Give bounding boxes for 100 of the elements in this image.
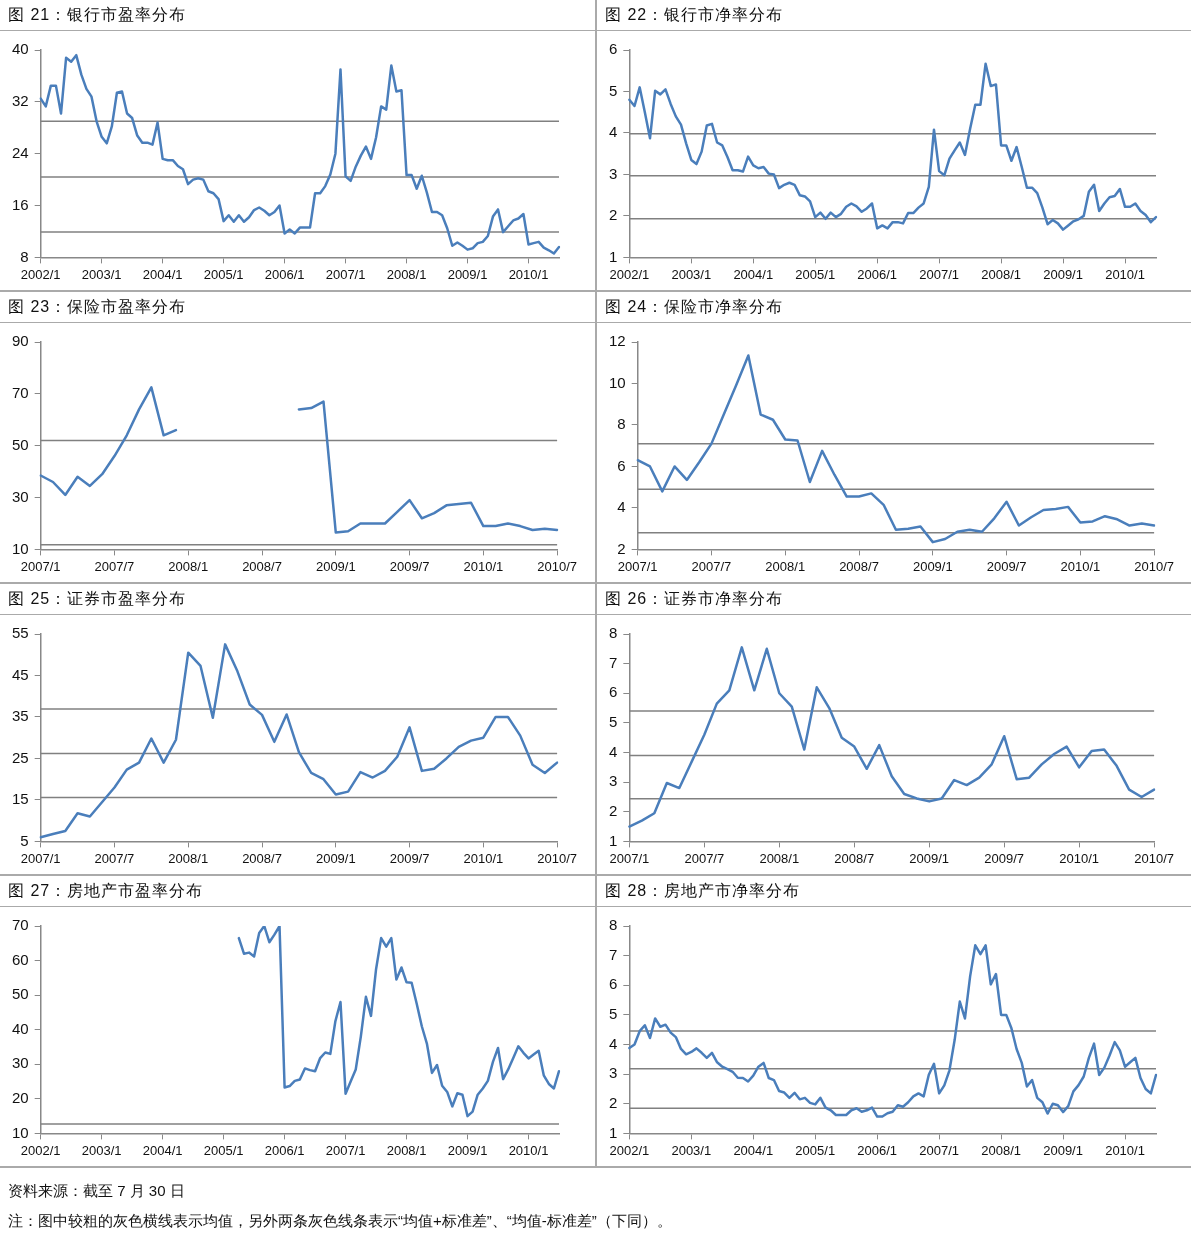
x-tick-label: 2009/7 <box>986 558 1027 574</box>
y-tick-label: 4 <box>609 742 618 760</box>
y-tick-label: 70 <box>12 383 29 401</box>
x-tick-label: 2008/1 <box>386 1142 427 1158</box>
x-tick-label: 2009/1 <box>315 558 356 574</box>
x-tick-label: 2008/7 <box>834 850 875 866</box>
x-tick-label: 2008/1 <box>386 266 427 282</box>
x-tick-label: 2010/7 <box>1134 558 1174 574</box>
x-tick-label: 2008/1 <box>981 266 1021 282</box>
y-tick-label: 2 <box>609 206 618 224</box>
y-tick-label: 4 <box>617 498 626 516</box>
y-tick-label: 35 <box>12 707 29 725</box>
x-tick-label: 2005/1 <box>795 1142 836 1158</box>
x-tick-label: 2009/1 <box>447 266 488 282</box>
x-tick-label: 2007/1 <box>919 1142 960 1158</box>
x-tick-label: 2010/7 <box>1134 850 1174 866</box>
x-tick-label: 2004/1 <box>142 266 183 282</box>
y-tick-label: 40 <box>12 40 29 58</box>
chart-title: 图 26：证券市净率分布 <box>597 584 1191 615</box>
x-tick-label: 2010/1 <box>463 558 504 574</box>
y-tick-label: 7 <box>609 653 618 671</box>
y-tick-label: 55 <box>12 624 29 642</box>
y-tick-label: 10 <box>609 373 626 391</box>
chart-title: 图 24：保险市净率分布 <box>597 292 1191 323</box>
x-tick-label: 2008/1 <box>168 558 209 574</box>
y-tick-label: 2 <box>609 1093 618 1111</box>
x-tick-label: 2003/1 <box>81 1142 122 1158</box>
x-tick-label: 2002/1 <box>609 1142 650 1158</box>
y-tick-label: 1 <box>609 1123 618 1141</box>
x-tick-label: 2010/7 <box>537 850 577 866</box>
chart-title: 图 22：银行市净率分布 <box>597 0 1191 31</box>
y-tick-label: 6 <box>609 40 618 58</box>
chart-title: 图 28：房地产市净率分布 <box>597 876 1191 907</box>
y-tick-label: 50 <box>12 435 29 453</box>
y-tick-label: 1 <box>609 831 618 849</box>
x-tick-label: 2010/1 <box>508 1142 549 1158</box>
x-tick-label: 2010/1 <box>508 266 549 282</box>
x-tick-label: 2003/1 <box>671 1142 712 1158</box>
x-tick-label: 2007/1 <box>325 266 366 282</box>
x-tick-label: 2008/1 <box>759 850 800 866</box>
x-tick-label: 2007/7 <box>94 850 135 866</box>
x-tick-label: 2007/1 <box>919 266 960 282</box>
x-tick-label: 2007/1 <box>617 558 658 574</box>
x-tick-label: 2002/1 <box>609 266 650 282</box>
x-tick-label: 2010/1 <box>463 850 504 866</box>
chart-title: 图 25：证券市盈率分布 <box>0 584 595 615</box>
chart-title: 图 21：银行市盈率分布 <box>0 0 595 31</box>
x-tick-label: 2005/1 <box>795 266 836 282</box>
x-tick-label: 2009/7 <box>984 850 1025 866</box>
y-tick-label: 8 <box>617 415 626 433</box>
y-tick-label: 3 <box>609 164 618 182</box>
y-tick-label: 30 <box>12 1054 29 1072</box>
x-tick-label: 2002/1 <box>20 266 61 282</box>
x-tick-label: 2008/7 <box>839 558 879 574</box>
chart-title: 图 23：保险市盈率分布 <box>0 292 595 323</box>
x-tick-label: 2007/1 <box>20 850 61 866</box>
chart-title: 图 27：房地产市盈率分布 <box>0 876 595 907</box>
x-tick-label: 2003/1 <box>81 266 122 282</box>
text: 资料来源：截至 7 月 30 日 <box>8 1181 186 1201</box>
y-tick-label: 2 <box>617 539 626 557</box>
x-tick-label: 2008/1 <box>981 1142 1021 1158</box>
x-tick-label: 2009/1 <box>1043 266 1083 282</box>
x-tick-label: 2007/1 <box>20 558 61 574</box>
x-tick-label: 2009/7 <box>389 558 430 574</box>
x-tick-label: 2006/1 <box>857 266 898 282</box>
x-tick-label: 2010/1 <box>1105 266 1145 282</box>
x-tick-label: 2006/1 <box>264 266 305 282</box>
y-tick-label: 20 <box>12 1088 29 1106</box>
x-tick-label: 2008/1 <box>765 558 806 574</box>
y-tick-label: 6 <box>609 975 618 993</box>
y-tick-label: 30 <box>12 487 29 505</box>
y-tick-label: 32 <box>12 91 29 109</box>
y-tick-label: 60 <box>12 950 29 968</box>
x-tick-label: 2007/7 <box>94 558 135 574</box>
y-tick-label: 2 <box>609 801 618 819</box>
y-tick-label: 4 <box>609 1034 618 1052</box>
x-tick-label: 2006/1 <box>857 1142 898 1158</box>
y-tick-label: 8 <box>609 624 618 642</box>
y-tick-label: 10 <box>12 539 29 557</box>
x-tick-label: 2009/1 <box>909 850 950 866</box>
x-tick-label: 2007/7 <box>691 558 732 574</box>
x-tick-label: 2005/1 <box>203 266 244 282</box>
text: 注：图中较粗的灰色横线表示均值，另外两条灰色线条表示“均值+标准差”、“均值-标准差”（下同）。 <box>8 1211 673 1231</box>
y-tick-label: 3 <box>609 772 618 790</box>
y-tick-label: 5 <box>609 1005 618 1023</box>
y-tick-label: 7 <box>609 945 618 963</box>
y-tick-label: 25 <box>12 748 29 766</box>
x-tick-label: 2009/1 <box>447 1142 488 1158</box>
y-tick-label: 12 <box>609 332 626 350</box>
y-tick-label: 40 <box>12 1019 29 1037</box>
y-tick-label: 10 <box>12 1123 29 1141</box>
y-tick-label: 8 <box>609 916 618 934</box>
x-tick-label: 2008/7 <box>242 558 282 574</box>
x-tick-label: 2004/1 <box>142 1142 183 1158</box>
y-tick-label: 16 <box>12 195 29 213</box>
y-tick-label: 90 <box>12 332 29 350</box>
x-tick-label: 2009/1 <box>1043 1142 1083 1158</box>
x-tick-label: 2010/1 <box>1105 1142 1145 1158</box>
x-tick-label: 2004/1 <box>733 1142 774 1158</box>
y-tick-label: 4 <box>609 123 618 141</box>
